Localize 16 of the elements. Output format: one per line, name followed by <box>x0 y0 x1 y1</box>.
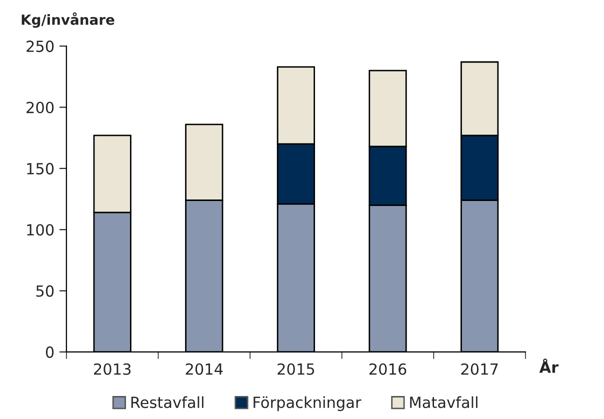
y-tick-label: 200 <box>26 102 54 114</box>
x-tick-label: 2017 <box>461 363 498 375</box>
x-tick-label: 2015 <box>278 363 314 375</box>
legend-label: Matavfall <box>410 396 478 408</box>
legend-label: Restavfall <box>131 396 204 408</box>
y-tick-label: 50 <box>36 285 54 297</box>
x-tick-label: 2014 <box>186 363 223 375</box>
y-axis-title: Kg/invånare <box>22 12 114 28</box>
legend-label: Förpackningar <box>254 396 362 412</box>
x-axis-title: År <box>539 358 559 373</box>
x-tick-label: 2016 <box>369 363 406 375</box>
y-tick-label: 100 <box>27 224 54 236</box>
x-tick-label: 2013 <box>94 363 131 375</box>
y-tick-label: 250 <box>26 40 54 52</box>
y-tick-label: 150 <box>27 162 54 174</box>
y-tick-label: 0 <box>46 346 54 358</box>
